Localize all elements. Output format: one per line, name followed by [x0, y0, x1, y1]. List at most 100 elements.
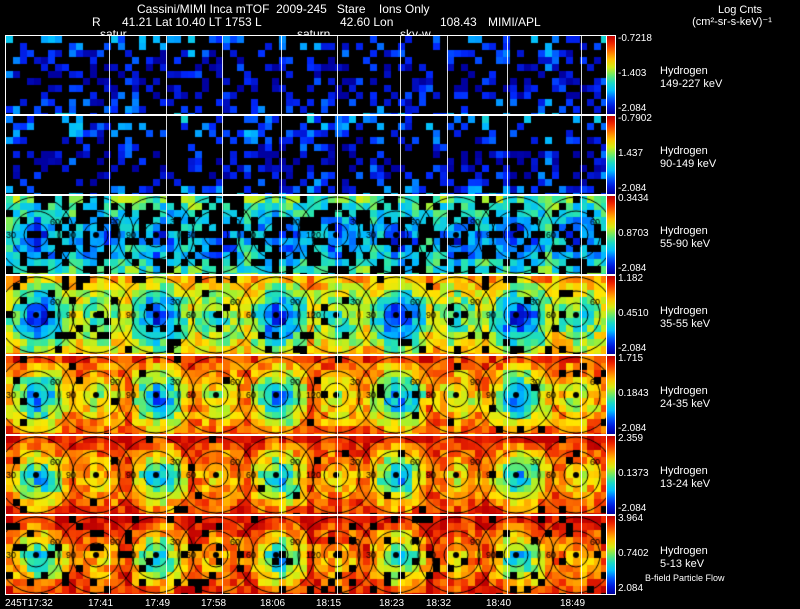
time-gridline — [337, 276, 338, 354]
time-gridline — [109, 36, 110, 114]
time-gridline — [222, 36, 223, 114]
time-gridline — [281, 116, 282, 194]
time-gridline — [281, 516, 282, 594]
time-gridline — [581, 516, 582, 594]
colorbar-cmin-label: -2.084 — [618, 503, 647, 514]
colorbar-cmax-label: -0.7218 — [618, 33, 652, 44]
time-gridline — [507, 196, 508, 274]
colorbar-cmid-label: 0.4510 — [618, 308, 649, 319]
colorbar — [606, 355, 616, 435]
time-gridline — [166, 276, 167, 354]
time-gridline — [581, 356, 582, 434]
heatmap-image — [6, 436, 607, 514]
time-gridline — [109, 516, 110, 594]
heatmap-panel — [5, 195, 608, 275]
units-line1: Log Cnts — [717, 4, 763, 16]
time-gridline — [400, 516, 401, 594]
longitude: 42.60 Lon — [340, 15, 394, 29]
panel-energy-label: Hydrogen 13-24 keV — [660, 465, 710, 491]
energy-range-label: 55-90 keV — [660, 238, 711, 250]
time-gridline — [109, 116, 110, 194]
time-gridline — [507, 356, 508, 434]
r-label: R — [92, 15, 101, 29]
colorbar-cmin-label: 2.084 — [618, 583, 644, 594]
heatmap-image — [6, 196, 607, 274]
time-gridline — [166, 436, 167, 514]
colorbar-cmid-label: 0.8703 — [618, 228, 649, 239]
energy-range-label: 13-24 keV — [660, 478, 711, 490]
time-gridline — [447, 276, 448, 354]
time-gridline — [166, 36, 167, 114]
heatmap-panel — [5, 275, 608, 355]
time-gridline — [337, 196, 338, 274]
time-gridline — [281, 356, 282, 434]
energy-range-label: 35-55 keV — [660, 318, 711, 330]
heatmap-image — [6, 356, 607, 434]
time-gridline — [507, 116, 508, 194]
species-label: Hydrogen — [660, 465, 708, 477]
heatmap-image — [6, 516, 607, 594]
source-label: MIMI/APL — [488, 15, 541, 29]
energy-range-label: 5-13 keV — [660, 558, 705, 570]
heatmap-panel — [5, 115, 608, 195]
heatmap-image — [6, 276, 607, 354]
time-gridline — [337, 36, 338, 114]
species-label: Hydrogen — [660, 145, 708, 157]
species-label: Hydrogen — [660, 225, 708, 237]
time-gridline — [166, 196, 167, 274]
panel-energy-label: Hydrogen 55-90 keV — [660, 225, 710, 251]
panel-energy-label: Hydrogen 24-35 keV — [660, 385, 710, 411]
time-gridline — [447, 436, 448, 514]
time-gridline — [400, 196, 401, 274]
time-gridline — [222, 116, 223, 194]
time-gridline — [222, 356, 223, 434]
panel-energy-label: Hydrogen 90-149 keV — [660, 145, 716, 171]
x-tick-label: 245T17:32 — [5, 598, 53, 609]
colorbar-cmax-label: 0.3434 — [618, 193, 649, 204]
colorbar-cmax-label: 2.359 — [618, 433, 644, 444]
units-line2: (cm²-sr-s-keV)⁻¹ — [692, 16, 772, 28]
energy-range-label: 24-35 keV — [660, 398, 711, 410]
time-gridline — [581, 276, 582, 354]
x-tick-label: 17:58 — [201, 598, 227, 609]
time-gridline — [281, 436, 282, 514]
heatmap-image — [6, 116, 607, 194]
time-gridline — [507, 36, 508, 114]
time-gridline — [507, 436, 508, 514]
colorbar-cmin-label: -2.084 — [618, 183, 647, 194]
time-gridline — [337, 516, 338, 594]
colorbar-cmid-label: 0.1373 — [618, 468, 649, 479]
colorbar-cmid-label: 0.7402 — [618, 548, 649, 559]
time-gridline — [109, 436, 110, 514]
heatmap-panel — [5, 35, 608, 115]
colorbar-cmin-label: -2.084 — [618, 263, 647, 274]
colorbar-cmin-label: -2.084 — [618, 423, 647, 434]
colorbar-cmax-label: 1.715 — [618, 353, 644, 364]
colorbar-cmin-label: -2.084 — [618, 103, 647, 114]
time-gridline — [337, 116, 338, 194]
x-tick-label: 18:49 — [560, 598, 586, 609]
time-gridline — [507, 516, 508, 594]
species-label: Hydrogen — [660, 65, 708, 77]
time-gridline — [581, 436, 582, 514]
x-tick-label: 18:32 — [426, 598, 452, 609]
heatmap-image — [6, 36, 607, 114]
position-coords: 41.21 Lat 10.40 LT 1753 L — [122, 15, 262, 29]
time-gridline — [581, 196, 582, 274]
time-gridline — [447, 516, 448, 594]
colorbar — [606, 35, 616, 115]
heatmap-panel — [5, 355, 608, 435]
colorbar-cmax-label: 1.182 — [618, 273, 644, 284]
time-gridline — [400, 276, 401, 354]
colorbar-cmax-label: 3.964 — [618, 513, 644, 524]
chart-title: Cassini/MIMI Inca mTOF 2009-245 Stare Io… — [137, 2, 430, 16]
time-gridline — [337, 436, 338, 514]
heatmap-panel — [5, 515, 608, 595]
time-gridline — [400, 116, 401, 194]
time-gridline — [222, 276, 223, 354]
time-gridline — [447, 196, 448, 274]
time-gridline — [222, 196, 223, 274]
colorbar-cmid-label: 1.437 — [618, 148, 644, 159]
colorbar — [606, 515, 616, 595]
colorbar-cmid-label: -1.403 — [618, 68, 647, 79]
